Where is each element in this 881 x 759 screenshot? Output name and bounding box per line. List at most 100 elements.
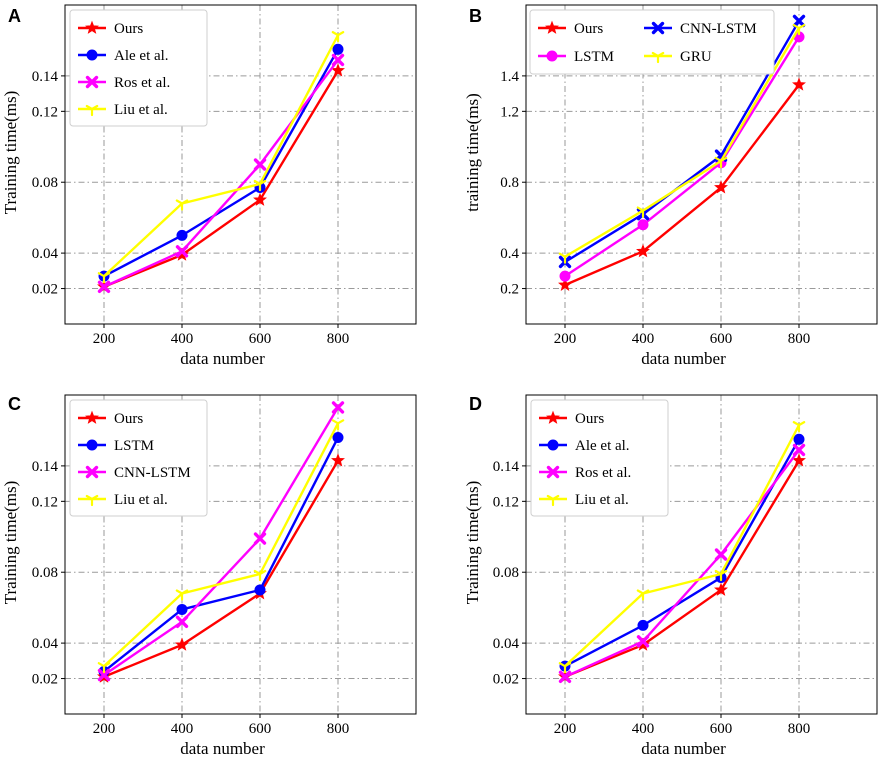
data-point bbox=[332, 43, 344, 55]
data-point bbox=[792, 23, 806, 36]
data-point bbox=[793, 433, 805, 445]
legend-box bbox=[530, 399, 669, 517]
legend: Ours LSTM CNN-LSTM GRU bbox=[529, 9, 775, 75]
y-tick-label: 1.2 bbox=[500, 104, 519, 120]
y-tick-label: 0.04 bbox=[32, 246, 59, 262]
data-point bbox=[714, 582, 728, 596]
data-point bbox=[175, 589, 189, 601]
y-tick-label: 0.02 bbox=[32, 672, 58, 688]
x-tick-label: 800 bbox=[788, 331, 811, 347]
data-point bbox=[253, 179, 267, 192]
data-point bbox=[637, 219, 649, 231]
legend-label: Ros et al. bbox=[114, 75, 170, 91]
data-point bbox=[792, 77, 806, 91]
legend-label: Liu et al. bbox=[114, 102, 168, 118]
chart-panel-d: D 200 400 600 800 0.02 0.04 0.08 0.12 0.14 data nu… bbox=[463, 394, 878, 758]
x-axis-label: data number bbox=[641, 349, 726, 368]
legend-marker bbox=[85, 494, 99, 507]
data-point bbox=[792, 443, 806, 457]
data-point bbox=[253, 158, 267, 171]
data-point bbox=[175, 637, 189, 651]
plot-frame bbox=[525, 4, 878, 325]
x-tick-label: 400 bbox=[171, 721, 194, 737]
data-point bbox=[636, 589, 650, 601]
y-axis-label: Training time(ms) bbox=[1, 91, 20, 215]
legend-box bbox=[529, 9, 775, 75]
data-point bbox=[97, 668, 111, 682]
legend-item: LSTM bbox=[78, 438, 154, 454]
series-line bbox=[103, 59, 339, 288]
data-point bbox=[253, 532, 267, 545]
series-line bbox=[564, 438, 801, 668]
legend-label: Ale et al. bbox=[114, 48, 169, 64]
x-tick-label: 200 bbox=[93, 721, 116, 737]
series-cnn-lstm bbox=[97, 401, 345, 682]
y-tick-label: 0.8 bbox=[500, 175, 519, 191]
data-point bbox=[714, 156, 728, 169]
legend: Ours Ale et al. Ros et al. Liu et al. bbox=[530, 399, 669, 517]
y-tick-label: 0.12 bbox=[32, 494, 58, 510]
plot-frame bbox=[64, 4, 417, 325]
data-point bbox=[637, 619, 649, 631]
legend-label: LSTM bbox=[574, 49, 614, 65]
data-point bbox=[253, 192, 267, 206]
y-axis-label: training time(ms) bbox=[463, 93, 482, 212]
chart-panel-c: C 200 400 600 800 0.02 0.04 0.08 0.12 0.14 data nu… bbox=[1, 394, 417, 758]
y-tick-label: 0.04 bbox=[32, 636, 59, 652]
y-tick-label: 0.2 bbox=[500, 282, 519, 298]
series-liu-et-al- bbox=[97, 31, 345, 284]
y-tick-label: 0.04 bbox=[493, 636, 520, 652]
legend-item: Ros et al. bbox=[78, 75, 170, 91]
panel-letter: D bbox=[469, 394, 482, 414]
series-line bbox=[103, 422, 340, 668]
data-point bbox=[558, 277, 572, 291]
y-tick-label: 0.14 bbox=[32, 459, 59, 475]
x-tick-label: 800 bbox=[327, 331, 350, 347]
data-point bbox=[792, 14, 806, 28]
chart-panel-a: A 200 400 600 800 0.02 0.04 0.08 0.12 0.14 data nu… bbox=[1, 4, 417, 368]
legend-marker bbox=[546, 50, 558, 62]
series-line bbox=[103, 34, 340, 278]
legend-item: Liu et al. bbox=[78, 492, 168, 508]
legend-marker bbox=[85, 104, 99, 117]
legend-item: Ours bbox=[539, 410, 604, 427]
series-line bbox=[564, 424, 801, 668]
legend-item: LSTM bbox=[538, 49, 614, 65]
data-point bbox=[559, 270, 571, 282]
y-tick-label: 0.08 bbox=[493, 565, 519, 581]
data-point bbox=[331, 401, 345, 414]
legend-label: Ours bbox=[575, 411, 604, 427]
data-point bbox=[636, 206, 650, 218]
data-point bbox=[176, 603, 188, 615]
series-gru bbox=[558, 23, 806, 264]
legend-item: Liu et al. bbox=[539, 492, 629, 508]
series-ours bbox=[558, 77, 806, 291]
legend-label: Ale et al. bbox=[575, 438, 630, 454]
panel-letter: A bbox=[8, 6, 21, 26]
panel-letter: B bbox=[469, 6, 482, 26]
legend-label: GRU bbox=[680, 49, 712, 65]
legend-label: LSTM bbox=[114, 438, 154, 454]
legend-label: Ours bbox=[574, 21, 603, 37]
legend-marker bbox=[546, 465, 560, 479]
data-point bbox=[331, 453, 345, 467]
legend-marker bbox=[86, 439, 98, 451]
data-point bbox=[558, 662, 572, 674]
legend-label: Ours bbox=[114, 21, 143, 37]
legend-label: Liu et al. bbox=[114, 492, 168, 508]
legend-label: CNN-LSTM bbox=[680, 21, 757, 37]
x-tick-label: 200 bbox=[93, 331, 116, 347]
legend-box bbox=[69, 9, 208, 127]
legend-item: Liu et al. bbox=[78, 102, 168, 118]
series-ros-et-al- bbox=[97, 53, 345, 293]
data-point bbox=[331, 31, 345, 43]
legend-item: Ale et al. bbox=[539, 438, 630, 454]
series-liu-et-al- bbox=[558, 421, 806, 674]
data-point bbox=[792, 421, 806, 433]
y-tick-label: 0.14 bbox=[493, 459, 520, 475]
series-liu-et-al- bbox=[97, 419, 345, 674]
x-tick-label: 400 bbox=[632, 721, 655, 737]
legend-marker bbox=[85, 20, 99, 34]
x-tick-label: 400 bbox=[632, 331, 655, 347]
